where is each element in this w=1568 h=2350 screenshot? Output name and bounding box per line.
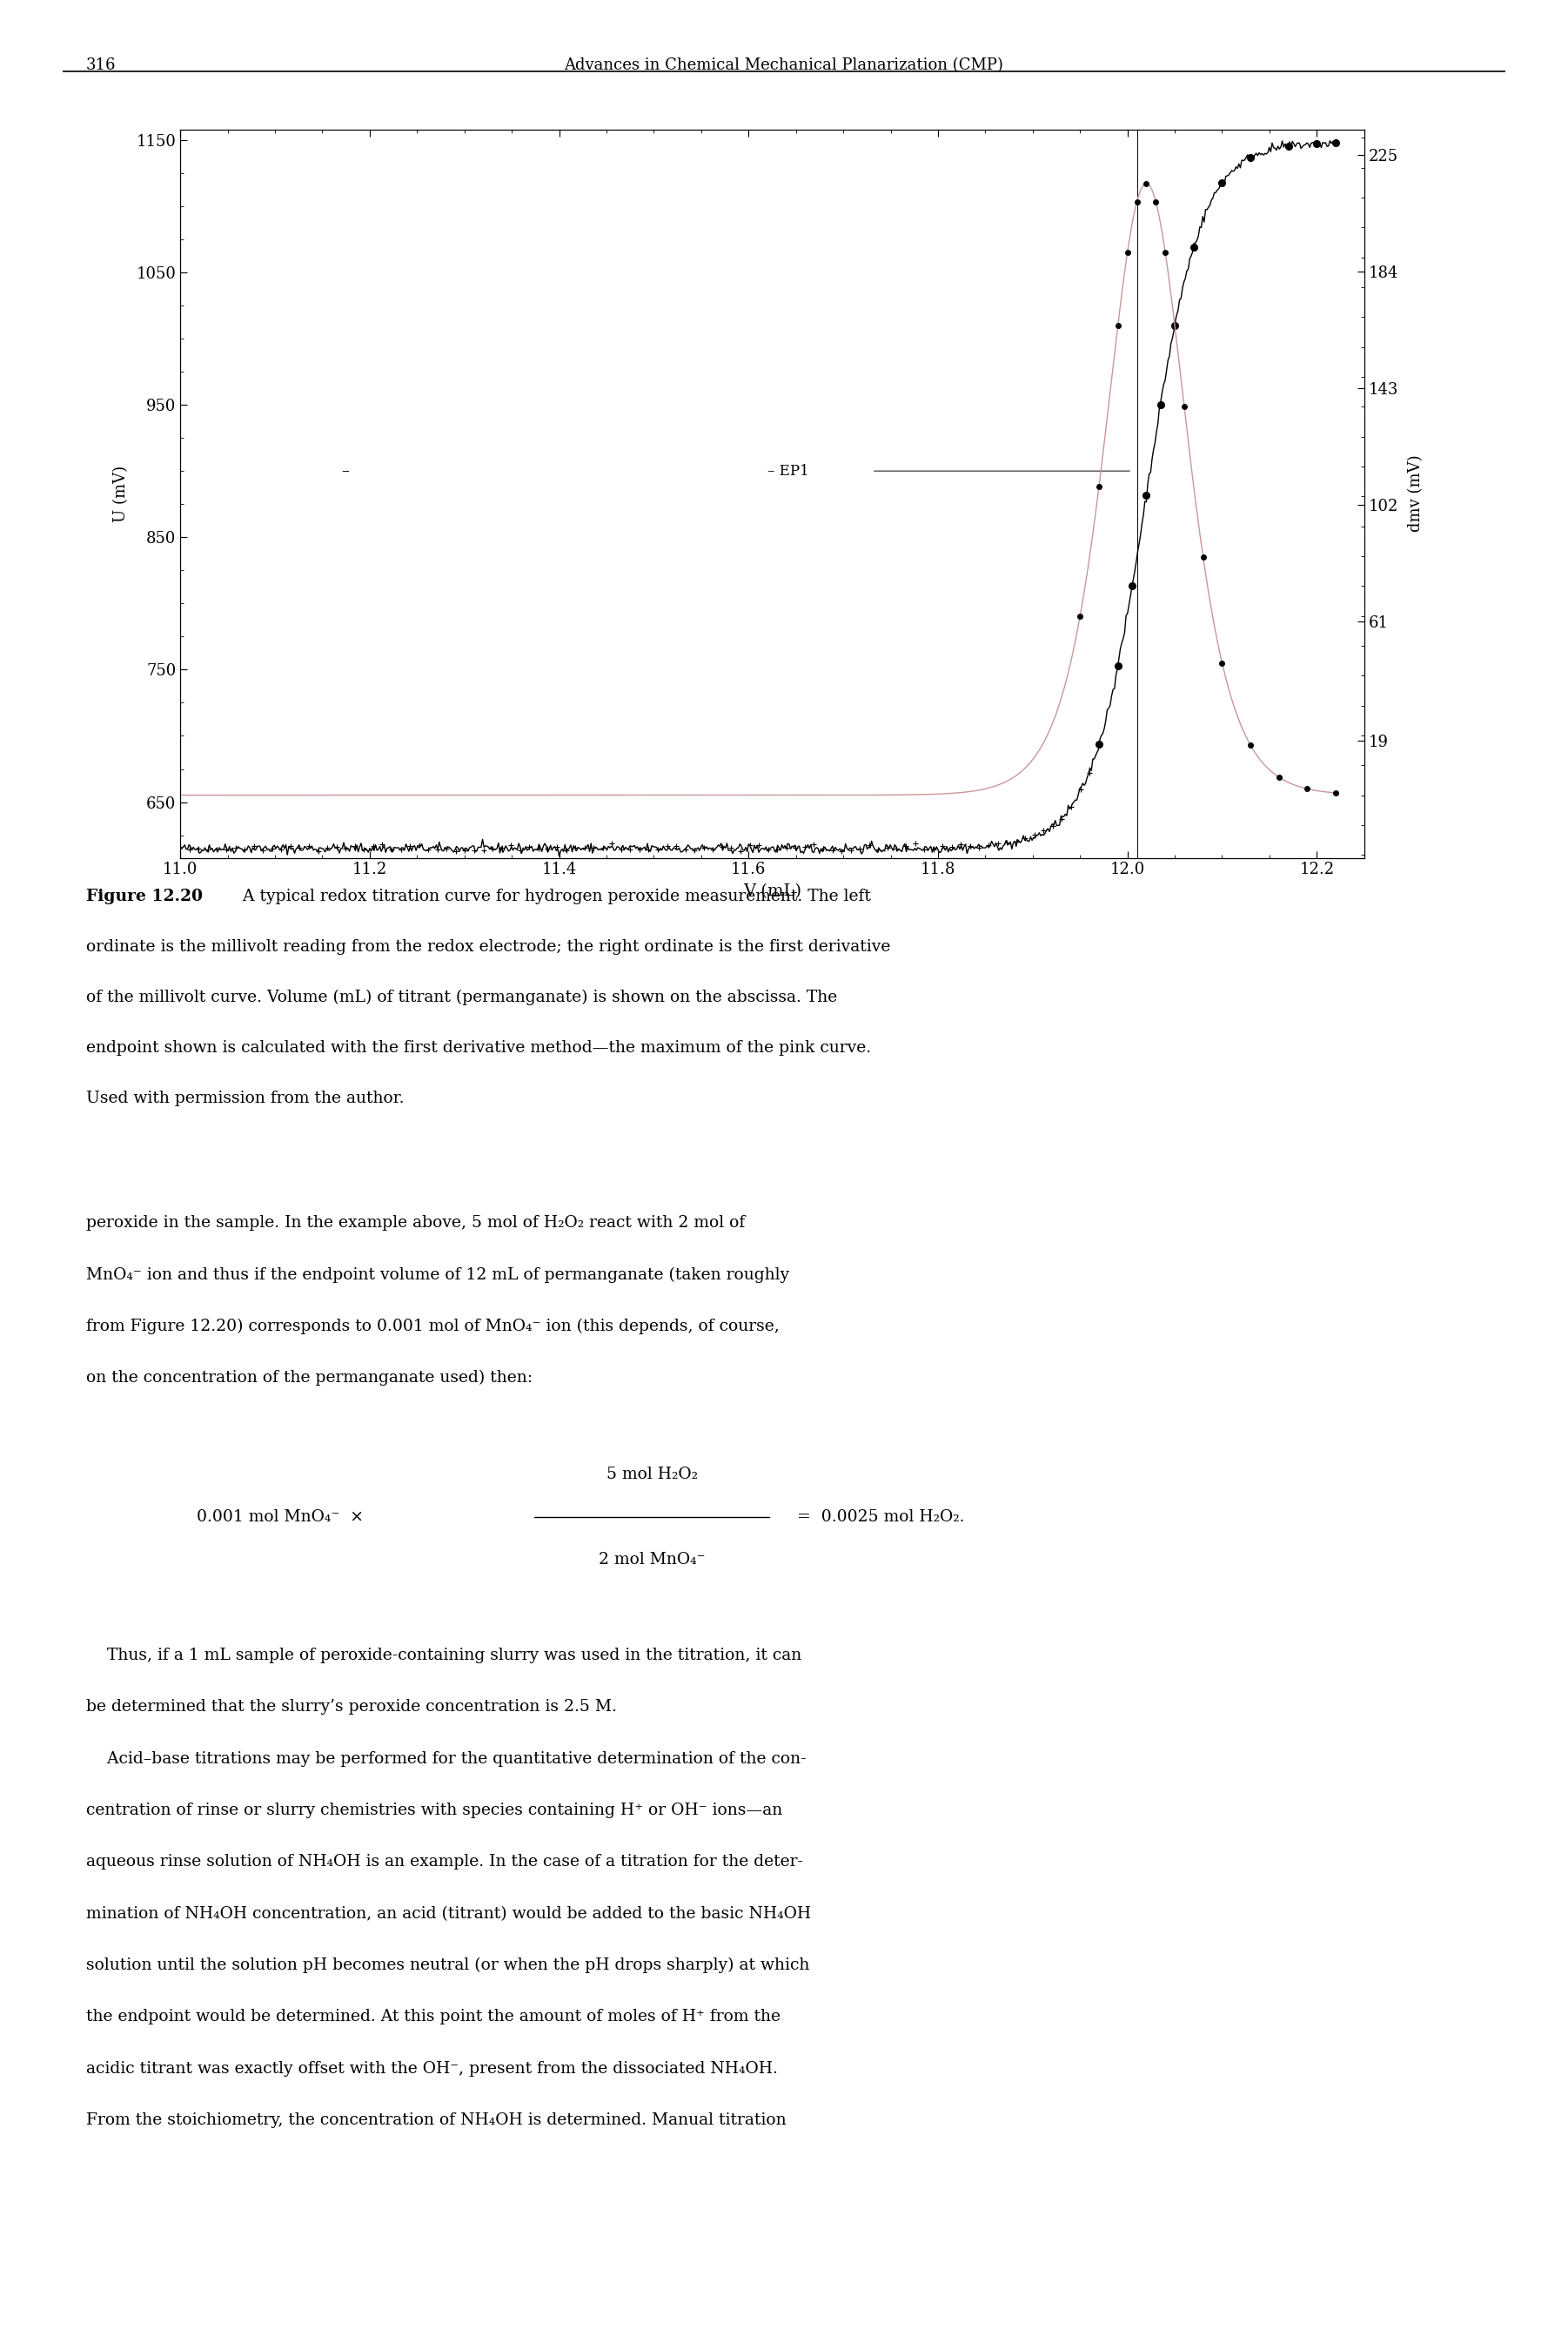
Text: Thus, if a 1 mL sample of peroxide-containing slurry was used in the titration, : Thus, if a 1 mL sample of peroxide-conta… xyxy=(86,1647,801,1664)
Text: =  0.0025 mol H₂O₂.: = 0.0025 mol H₂O₂. xyxy=(797,1509,964,1525)
Text: aqueous rinse solution of NH₄OH is an example. In the case of a titration for th: aqueous rinse solution of NH₄OH is an ex… xyxy=(86,1854,803,1871)
Text: Figure 12.20: Figure 12.20 xyxy=(86,888,202,905)
X-axis label: V (mL): V (mL) xyxy=(743,884,801,900)
Text: mination of NH₄OH concentration, an acid (titrant) would be added to the basic N: mination of NH₄OH concentration, an acid… xyxy=(86,1906,811,1922)
Text: solution until the solution pH becomes neutral (or when the pH drops sharply) at: solution until the solution pH becomes n… xyxy=(86,1958,809,1974)
Text: MnO₄⁻ ion and thus if the endpoint volume of 12 mL of permanganate (taken roughl: MnO₄⁻ ion and thus if the endpoint volum… xyxy=(86,1267,789,1283)
Text: –: – xyxy=(342,463,350,479)
Text: Used with permission from the author.: Used with permission from the author. xyxy=(86,1090,405,1107)
Text: on the concentration of the permanganate used) then:: on the concentration of the permanganate… xyxy=(86,1370,533,1386)
Y-axis label: U (mV): U (mV) xyxy=(113,465,129,522)
Text: from Figure 12.20) corresponds to 0.001 mol of MnO₄⁻ ion (this depends, of cours: from Figure 12.20) corresponds to 0.001 … xyxy=(86,1318,779,1335)
Text: ordinate is the millivolt reading from the redox electrode; the right ordinate i: ordinate is the millivolt reading from t… xyxy=(86,938,891,954)
Y-axis label: dmv (mV): dmv (mV) xyxy=(1408,456,1424,531)
Text: – EP1: – EP1 xyxy=(767,463,809,479)
Text: of the millivolt curve. Volume (mL) of titrant (permanganate) is shown on the ab: of the millivolt curve. Volume (mL) of t… xyxy=(86,989,837,1006)
Text: 316: 316 xyxy=(86,59,116,73)
Text: centration of rinse or slurry chemistries with species containing H⁺ or OH⁻ ions: centration of rinse or slurry chemistrie… xyxy=(86,1802,782,1819)
Text: 5 mol H₂O₂: 5 mol H₂O₂ xyxy=(607,1466,698,1483)
Text: A typical redox titration curve for hydrogen peroxide measurement. The left: A typical redox titration curve for hydr… xyxy=(232,888,870,905)
Text: 0.001 mol MnO₄⁻  ×: 0.001 mol MnO₄⁻ × xyxy=(196,1509,364,1525)
Text: acidic titrant was exactly offset with the OH⁻, present from the dissociated NH₄: acidic titrant was exactly offset with t… xyxy=(86,2061,778,2077)
Text: 2 mol MnO₄⁻: 2 mol MnO₄⁻ xyxy=(599,1551,706,1567)
Text: endpoint shown is calculated with the first derivative method—the maximum of the: endpoint shown is calculated with the fi… xyxy=(86,1039,872,1055)
Text: the endpoint would be determined. At this point the amount of moles of H⁺ from t: the endpoint would be determined. At thi… xyxy=(86,2009,781,2026)
Text: be determined that the slurry’s peroxide concentration is 2.5 M.: be determined that the slurry’s peroxide… xyxy=(86,1699,616,1716)
Text: Advances in Chemical Mechanical Planarization (CMP): Advances in Chemical Mechanical Planariz… xyxy=(564,59,1004,73)
Text: peroxide in the sample. In the example above, 5 mol of H₂O₂ react with 2 mol of: peroxide in the sample. In the example a… xyxy=(86,1215,745,1231)
Text: Acid–base titrations may be performed for the quantitative determination of the : Acid–base titrations may be performed fo… xyxy=(86,1751,806,1767)
Text: From the stoichiometry, the concentration of NH₄OH is determined. Manual titrati: From the stoichiometry, the concentratio… xyxy=(86,2113,787,2129)
